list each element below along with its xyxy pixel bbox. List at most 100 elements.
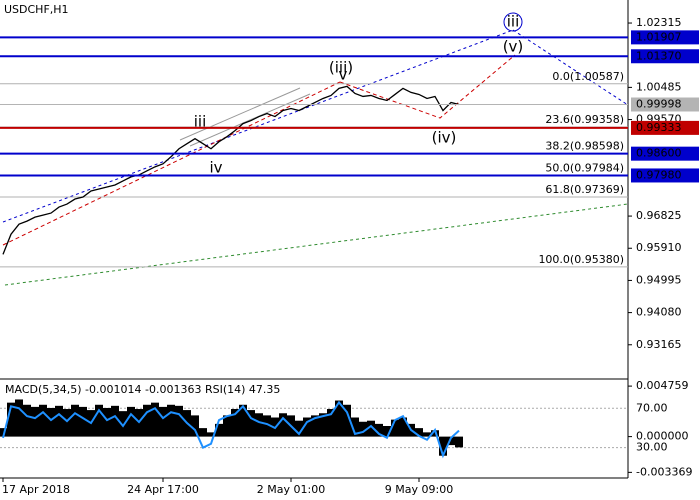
- macd-bar: [207, 432, 215, 437]
- macd-bar: [439, 436, 447, 456]
- macd-bar: [111, 405, 119, 437]
- level-label: 1.01907: [636, 30, 682, 43]
- channel-line: [189, 93, 311, 147]
- fib-label: 38.2(0.98598): [545, 140, 624, 153]
- macd-bar: [191, 415, 199, 437]
- level-box: [631, 146, 699, 161]
- y2-tick-label: 70.00: [636, 401, 668, 414]
- macd-bar: [39, 404, 47, 437]
- macd-bar: [127, 406, 135, 437]
- wave-label: (iv): [432, 129, 457, 147]
- macd-bar: [415, 428, 423, 437]
- macd-bar: [351, 417, 359, 437]
- macd-bar: [311, 415, 319, 437]
- y-tick-label: 1.00485: [636, 80, 682, 93]
- macd-bar: [15, 399, 23, 437]
- macd-bar: [431, 430, 439, 437]
- y-tick-label: 0.000000: [636, 430, 689, 443]
- trend-line: [4, 203, 629, 286]
- macd-bar: [63, 409, 71, 437]
- wave-circle: [503, 12, 523, 32]
- macd-bar: [303, 417, 311, 437]
- channel-line: [179, 87, 301, 141]
- rsi-line: [2, 400, 460, 459]
- macd-bar: [231, 409, 239, 437]
- fib-label: 23.6(0.99358): [545, 113, 624, 126]
- macd-bar: [359, 421, 367, 437]
- y-tick-label: -0.003369: [636, 465, 692, 478]
- macd-bar: [167, 404, 175, 437]
- y-tick-label: 0.96825: [636, 209, 682, 222]
- macd-bar: [239, 404, 247, 437]
- macd-bar: [263, 415, 271, 437]
- macd-bar: [423, 432, 431, 437]
- macd-bar: [343, 404, 351, 437]
- macd-bar: [383, 425, 391, 437]
- macd-bar: [319, 413, 327, 437]
- macd-bar: [399, 417, 407, 437]
- level-label: 1.01370: [636, 49, 682, 62]
- level-label: 0.99333: [636, 121, 682, 134]
- y-tick-label: 0.004759: [636, 379, 689, 392]
- macd-bar: [295, 420, 303, 437]
- macd-bar: [47, 407, 55, 437]
- level-box: [631, 30, 699, 45]
- level-box: [631, 49, 699, 64]
- x-tick-label: 9 May 09:00: [385, 483, 453, 496]
- wave-projection: [512, 29, 629, 106]
- macd-bar: [71, 404, 79, 437]
- macd-bar: [143, 404, 151, 437]
- macd-bar: [55, 405, 63, 437]
- fib-label: 100.0(0.95380): [538, 253, 624, 266]
- macd-bar: [367, 420, 375, 437]
- y2-tick-label: 30.00: [636, 441, 668, 454]
- macd-bar: [455, 436, 463, 448]
- macd-bar: [447, 436, 455, 446]
- macd-bar: [375, 423, 383, 437]
- y-tick-label: 0.95910: [636, 241, 682, 254]
- x-tick-label: 24 Apr 17:00: [127, 483, 199, 496]
- level-label: 0.98600: [636, 147, 682, 160]
- macd-bar: [79, 406, 87, 437]
- y-tick-label: 0.94995: [636, 273, 682, 286]
- wave-path: [2, 81, 341, 246]
- wave-projection: [2, 29, 514, 223]
- macd-bar: [335, 400, 343, 437]
- macd-bar: [31, 406, 39, 437]
- price-line: [2, 85, 460, 255]
- wave-label: iii: [507, 13, 520, 31]
- macd-bar: [255, 413, 263, 437]
- macd-bar: [175, 405, 183, 437]
- macd-bar: [223, 415, 231, 437]
- wave-label: (iii): [329, 59, 353, 77]
- macd-bar: [95, 404, 103, 437]
- wave-path: [339, 54, 516, 119]
- macd-bar: [23, 404, 31, 437]
- indicator-title: MACD(5,34,5) -0.001014 -0.001363 RSI(14)…: [5, 383, 280, 396]
- macd-bar: [199, 428, 207, 437]
- macd-bar: [279, 413, 287, 437]
- macd-bar: [103, 407, 111, 437]
- x-tick-label: 2 May 01:00: [257, 483, 325, 496]
- fib-label: 0.0(1.00587): [552, 70, 624, 83]
- wave-label: (v): [503, 38, 524, 56]
- wave-label: iv: [209, 159, 222, 177]
- level-label: 0.97980: [636, 168, 682, 181]
- y-tick-label: 1.02315: [636, 16, 682, 29]
- macd-bar: [119, 411, 127, 437]
- fib-label: 50.0(0.97984): [545, 161, 624, 174]
- macd-bar: [7, 402, 15, 437]
- macd-bar: [159, 406, 167, 437]
- macd-bar: [247, 410, 255, 437]
- macd-bar: [391, 419, 399, 437]
- level-label: 0.99998: [636, 98, 682, 111]
- y-tick-label: 0.93165: [636, 338, 682, 351]
- macd-bar: [327, 409, 335, 437]
- wave-label: v: [339, 66, 348, 84]
- macd-bar: [215, 423, 223, 437]
- wave-label: iii: [194, 113, 207, 131]
- chart-title: USDCHF,H1: [4, 3, 69, 16]
- macd-bar: [151, 402, 159, 437]
